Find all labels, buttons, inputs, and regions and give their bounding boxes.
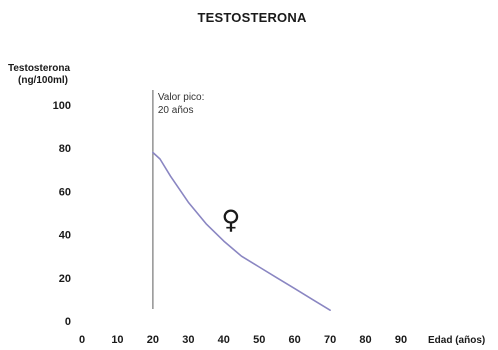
x-tick-label: 40 <box>218 334 230 346</box>
y-tick-label: 20 <box>59 273 71 285</box>
x-tick-labels: 0 10 20 30 40 50 60 70 80 90 <box>79 334 407 346</box>
x-tick-label: 0 <box>79 334 85 346</box>
x-tick-label: 10 <box>111 334 123 346</box>
testosterone-series-line <box>152 151 331 311</box>
y-axis-label-line-1: Testosterona <box>8 63 70 74</box>
peak-annotation: Valor pico: 20 años <box>158 92 205 116</box>
female-symbol-icon: ♀ <box>221 205 240 235</box>
y-axis-label-line-2: (ng/100ml) <box>18 75 68 86</box>
peak-annotation-line-2: 20 años <box>158 105 194 116</box>
y-tick-labels: 0 20 40 60 80 100 <box>53 100 71 328</box>
x-tick-label: 50 <box>253 334 265 346</box>
peak-annotation-line-1: Valor pico: <box>158 92 205 103</box>
chart-title: TESTOSTERONA <box>197 10 306 25</box>
x-tick-label: 30 <box>182 334 194 346</box>
x-tick-label: 90 <box>395 334 407 346</box>
y-tick-label: 80 <box>59 143 71 155</box>
y-tick-label: 40 <box>59 230 71 242</box>
y-tick-label: 0 <box>65 316 71 328</box>
x-tick-label: 20 <box>147 334 159 346</box>
x-tick-label: 60 <box>289 334 301 346</box>
x-tick-label: 80 <box>359 334 371 346</box>
x-axis-label: Edad (años) <box>428 335 485 346</box>
y-tick-label: 60 <box>59 186 71 198</box>
x-tick-label: 70 <box>324 334 336 346</box>
y-tick-label: 100 <box>53 100 71 112</box>
